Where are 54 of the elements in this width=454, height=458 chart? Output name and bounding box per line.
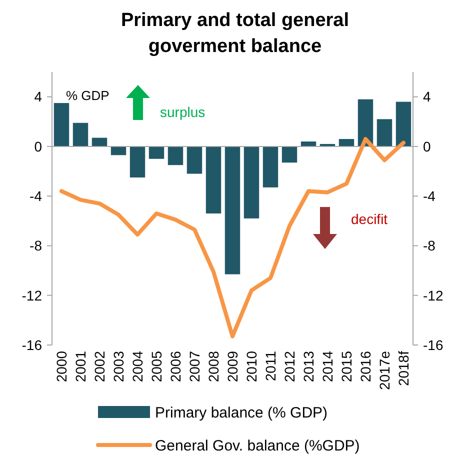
x-tick-label: 2007 [186,350,202,382]
x-tick-label: 2006 [167,350,184,382]
bar [186,146,202,174]
line-series [60,137,406,338]
chart-title: Primary and total general goverment balance [120,10,350,57]
x-tick-label: 2001 [72,350,88,382]
y2-tick-label: -4 [423,188,436,204]
x-tick-label: 2016 [357,350,374,382]
x-tick-label: 2003 [110,350,126,382]
x-tick-label: 2002 [91,350,108,382]
y2-tick-label: -16 [423,336,444,353]
bar [148,146,164,159]
x-tick-label: 2017e [376,350,392,390]
y2-tick-label: -8 [423,238,436,254]
bar [130,146,146,178]
legend-label: Primary balance (% GDP) [155,404,328,422]
y-tick-label: 0 [34,138,42,154]
annotation: % GDP [66,88,110,103]
x-tick-label: 2011 [262,350,278,382]
bar [376,119,392,146]
x-tick-label: 2013 [300,350,316,382]
y-tick-label: -4 [30,188,42,204]
bar [54,103,70,146]
y2-tick-label: -12 [423,287,444,304]
y-tick-label: -8 [30,238,42,254]
x-tick-label: 2009 [224,350,240,382]
bar [396,102,412,146]
x-tick-label: 2008 [205,350,222,382]
legend-label: General Gov. balance (%GDP) [155,437,360,454]
y-tick-label: -16 [22,336,42,353]
y-tick-label: -12 [22,287,42,304]
y2-tick-label: 0 [423,138,431,154]
x-tick-label: 2000 [53,350,70,382]
x-tick-label: 2010 [243,350,260,382]
x-tick-label: 2012 [281,350,298,382]
bar [110,146,126,156]
bar [338,139,354,146]
y-tick-label: 4 [34,88,42,105]
bar [282,146,298,163]
x-tick-label: 2014 [319,350,336,382]
bar [262,146,278,188]
x-tick-label: 2015 [338,350,354,382]
bar [168,146,184,166]
bar [244,146,260,218]
bar [72,122,88,146]
x-tick-label: 2004 [129,350,146,382]
x-tick-label: 2005 [148,350,164,382]
annotation: decifit [351,211,388,227]
bar [206,146,222,214]
bar [92,138,108,146]
annotation: surplus [160,104,206,120]
y2-tick-label: 4 [423,88,431,105]
bar [224,146,240,274]
x-tick-label: 2018f [395,350,412,386]
